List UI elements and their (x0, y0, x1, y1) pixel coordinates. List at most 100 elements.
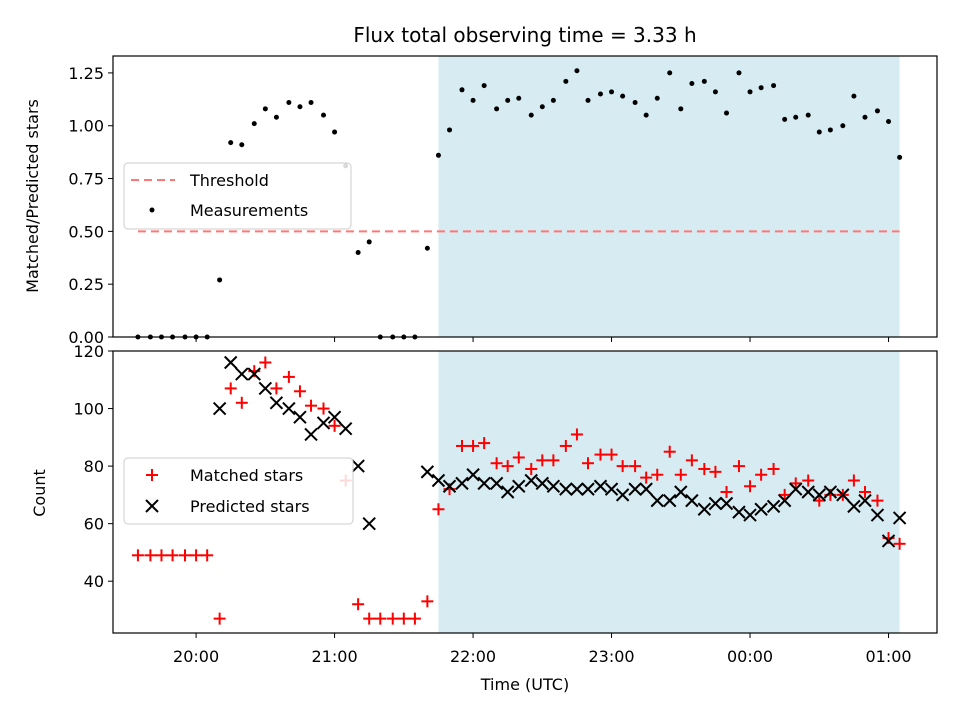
predicted-star-point (766, 499, 781, 514)
matched-star-point (490, 457, 503, 470)
measurement-point (494, 106, 500, 112)
measurement-point (505, 97, 511, 103)
measurement-point (862, 114, 868, 120)
predicted-star-mark-b (489, 476, 504, 491)
matched-star-point (363, 612, 376, 625)
predicted-star-point (293, 410, 307, 424)
measurement-point (563, 78, 569, 84)
measurement-point (424, 245, 430, 251)
legend-matched-label: Matched stars (190, 466, 303, 485)
x-tick-label: 20:00 (173, 647, 219, 666)
predicted-star-point (258, 381, 273, 396)
predicted-star-mark-b (500, 485, 515, 499)
measurement-point (217, 277, 223, 283)
measurement-point (308, 99, 314, 105)
bottom-y-tick-label: 100 (73, 400, 104, 419)
measurement-point (550, 97, 556, 103)
matched-star-point (629, 460, 642, 473)
measurement-point (874, 108, 880, 114)
predicted-star-point (892, 511, 907, 525)
predicted-star-point (823, 485, 838, 499)
measurement-point (736, 70, 742, 76)
bottom-legend-box (123, 457, 354, 525)
predicted-star-mark-b (777, 493, 792, 508)
matched-star-point (352, 598, 365, 611)
matched-star-point (559, 439, 572, 452)
bottom-legend: Matched stars Predicted stars (123, 457, 354, 525)
measurement-point (321, 112, 327, 118)
measurement-point (609, 89, 615, 95)
predicted-star-point (338, 421, 353, 436)
predicted-star-mark-b (327, 410, 342, 424)
matched-star-point (594, 448, 607, 461)
predicted-star-point (719, 496, 734, 511)
predicted-star-mark-b (512, 479, 526, 493)
predicted-star-mark-b (881, 534, 896, 548)
predicted-star-mark-b (524, 473, 538, 488)
predicted-star-point (628, 482, 642, 496)
measurement-point (782, 116, 788, 122)
matched-star-point (744, 480, 757, 493)
matched-star-point (501, 460, 514, 473)
matched-stars-series (131, 356, 906, 625)
matched-star-point (651, 468, 664, 481)
predicted-star-point (466, 468, 480, 482)
predicted-star-mark-b (269, 396, 284, 410)
predicted-star-point (674, 485, 688, 499)
top-panel: 0.00 0.25 0.50 0.75 1.00 1.25 Matched/Predict… (23, 55, 938, 347)
matched-star-point (767, 462, 780, 475)
measurement-point (251, 121, 257, 127)
matched-star-point (467, 439, 480, 452)
measurement-point (447, 127, 453, 133)
predicted-star-mark-b (455, 476, 469, 491)
matched-star-point (685, 454, 698, 467)
predicted-star-point (570, 482, 584, 496)
bottom-y-label: Count (30, 469, 49, 517)
matched-star-point (224, 382, 237, 395)
matched-star-point (213, 612, 226, 625)
predicted-star-point (442, 479, 457, 493)
measurement-point (747, 89, 753, 95)
matched-star-point (847, 474, 860, 487)
matched-star-point (893, 537, 906, 550)
matched-star-point (455, 439, 468, 452)
legend-threshold-label: Threshold (189, 171, 269, 190)
predicted-star-mark-b (639, 482, 653, 496)
predicted-star-mark-b (674, 485, 688, 499)
predicted-star-mark-b (823, 485, 838, 499)
matched-star-point (789, 477, 802, 490)
predicted-star-mark-b (743, 508, 757, 522)
matched-star-point (674, 468, 687, 481)
bottom-y-tick-label: 40 (84, 572, 104, 591)
predicted-star-point (282, 401, 296, 416)
predicted-star-point (362, 516, 376, 531)
predicted-star-point (212, 401, 227, 416)
predicted-star-mark-b (212, 401, 227, 416)
predicted-star-point (732, 505, 746, 519)
measurement-point (239, 142, 245, 148)
predicted-star-point (847, 499, 861, 514)
measurement-point (689, 80, 695, 86)
x-axis-label: Time (UTC) (480, 675, 569, 694)
predicted-star-mark-b (466, 468, 480, 482)
matched-star-point (478, 437, 491, 450)
predicted-star-mark-b (892, 511, 907, 525)
legend-predicted-swatch (145, 499, 159, 513)
matched-star-point (512, 451, 525, 464)
top-shaded-region (438, 56, 900, 337)
measurement-point (758, 85, 764, 91)
predicted-star-mark-b (858, 493, 872, 508)
predicted-star-point (881, 534, 896, 548)
predicted-star-mark-b (847, 499, 861, 514)
predicted-star-mark-b (604, 482, 619, 496)
measurement-point (332, 129, 338, 135)
measurement-point (539, 104, 545, 110)
predicted-star-mark-b (338, 421, 353, 436)
legend-measurements-swatch (149, 207, 155, 213)
predicted-star-mark-b (442, 479, 457, 493)
measurement-point (597, 91, 603, 97)
matched-star-point (732, 460, 745, 473)
measurement-point (355, 249, 361, 255)
matched-star-point (317, 402, 330, 415)
predicted-star-point (685, 493, 699, 508)
